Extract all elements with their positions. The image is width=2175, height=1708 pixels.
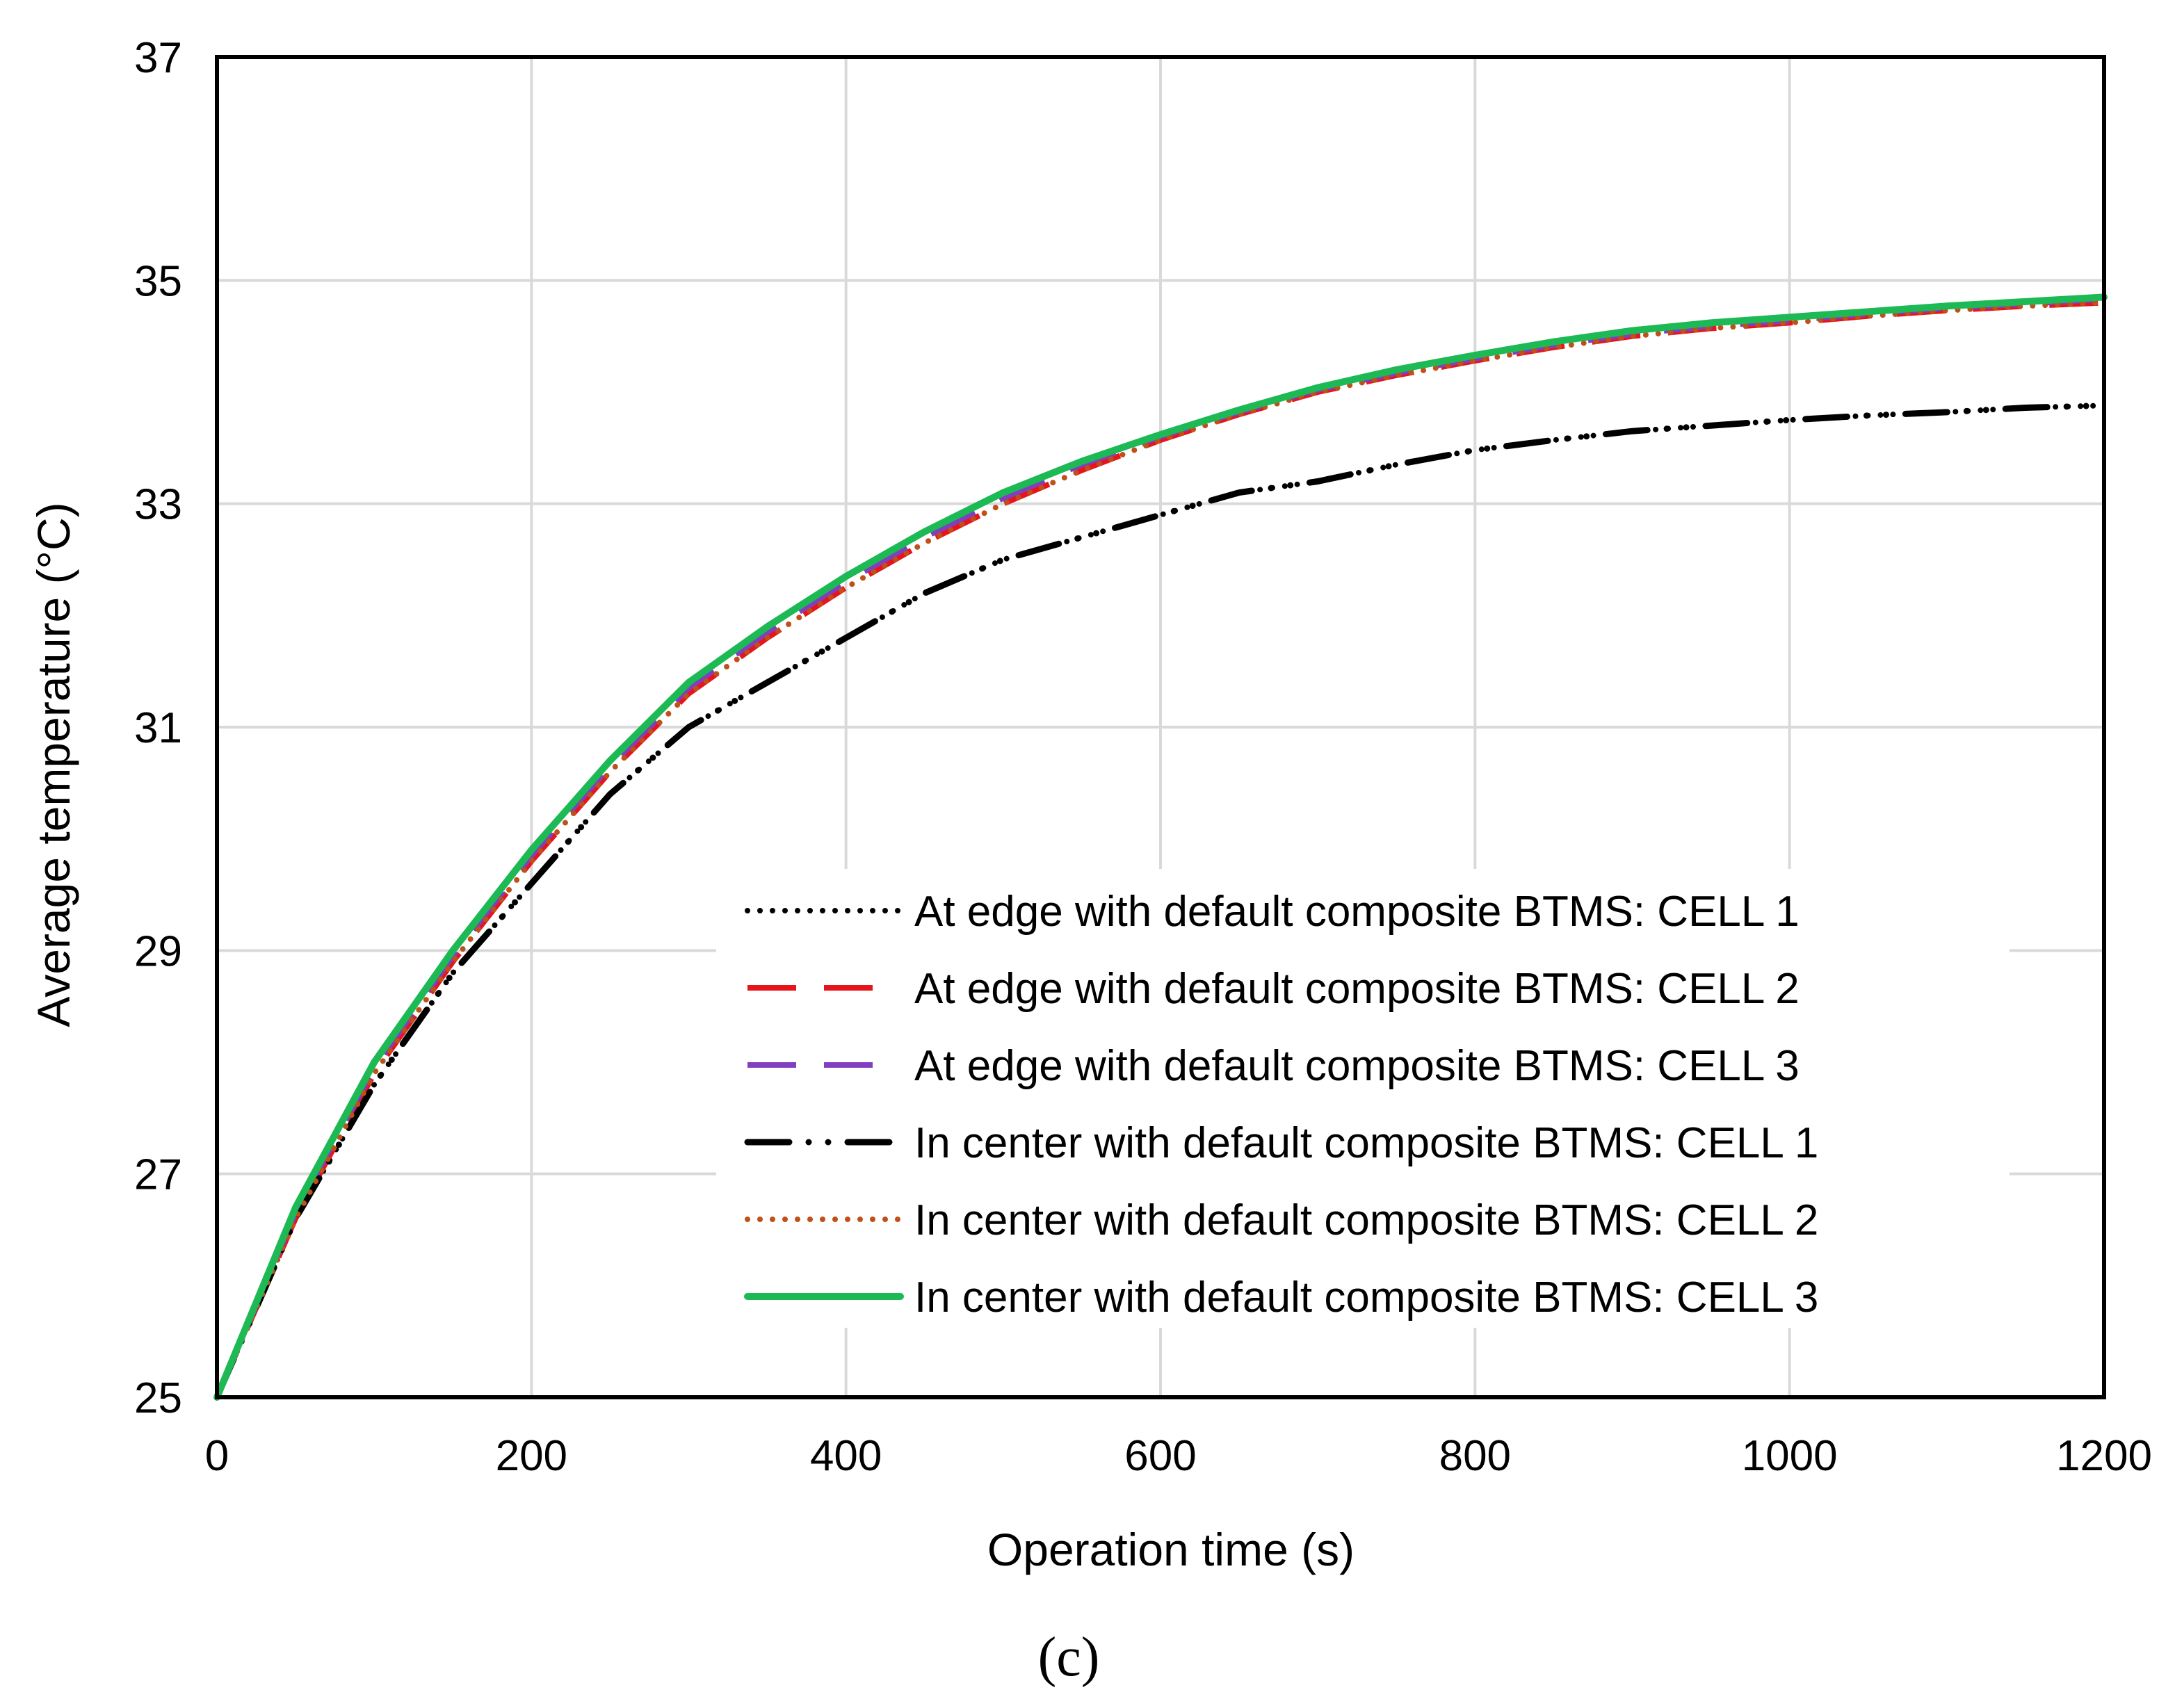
series-line (214, 300, 2107, 1400)
legend-box (716, 869, 2010, 1328)
y-axis-label: Average temperature (°C) (28, 502, 79, 1027)
x-tick-label: 600 (1124, 1432, 1196, 1480)
y-tick-label: 27 (134, 1151, 182, 1199)
series-line (214, 402, 2107, 1400)
series-line (213, 293, 2108, 1401)
legend-label: In center with default composite BTMS: C… (914, 1274, 1818, 1321)
x-tick-label: 200 (496, 1432, 567, 1480)
legend-label: In center with default composite BTMS: C… (914, 1119, 1818, 1167)
x-tick-label: 0 (205, 1432, 229, 1480)
figure-caption: (c) (1038, 1627, 1100, 1688)
legend-label: In center with default composite BTMS: C… (914, 1196, 1818, 1244)
y-tick-label: 37 (134, 34, 182, 82)
x-axis-label: Operation time (s) (987, 1524, 1355, 1575)
series-lines (213, 293, 2108, 1401)
legend-label: At edge with default composite BTMS: CEL… (914, 965, 1800, 1013)
x-tick-label: 1200 (2056, 1432, 2152, 1480)
y-tick-label: 35 (134, 257, 182, 305)
x-tick-label: 400 (810, 1432, 882, 1480)
x-tick-label: 800 (1439, 1432, 1511, 1480)
legend-label: At edge with default composite BTMS: CEL… (914, 1042, 1800, 1090)
y-tick-label: 33 (134, 481, 182, 529)
plot-area-border (215, 55, 2106, 1399)
legend: At edge with default composite BTMS: CEL… (716, 869, 2010, 1328)
y-tick-label: 25 (134, 1374, 182, 1422)
y-tick-label: 31 (134, 704, 182, 752)
tick-labels: 0 200 400 600 800 1000 1200 25 27 29 31 33 35 37 (134, 34, 2152, 1480)
legend-label: At edge with default composite BTMS: CEL… (914, 888, 1800, 936)
y-tick-label: 29 (134, 927, 182, 975)
x-tick-label: 1000 (1742, 1432, 1838, 1480)
series-line (213, 402, 2108, 1401)
